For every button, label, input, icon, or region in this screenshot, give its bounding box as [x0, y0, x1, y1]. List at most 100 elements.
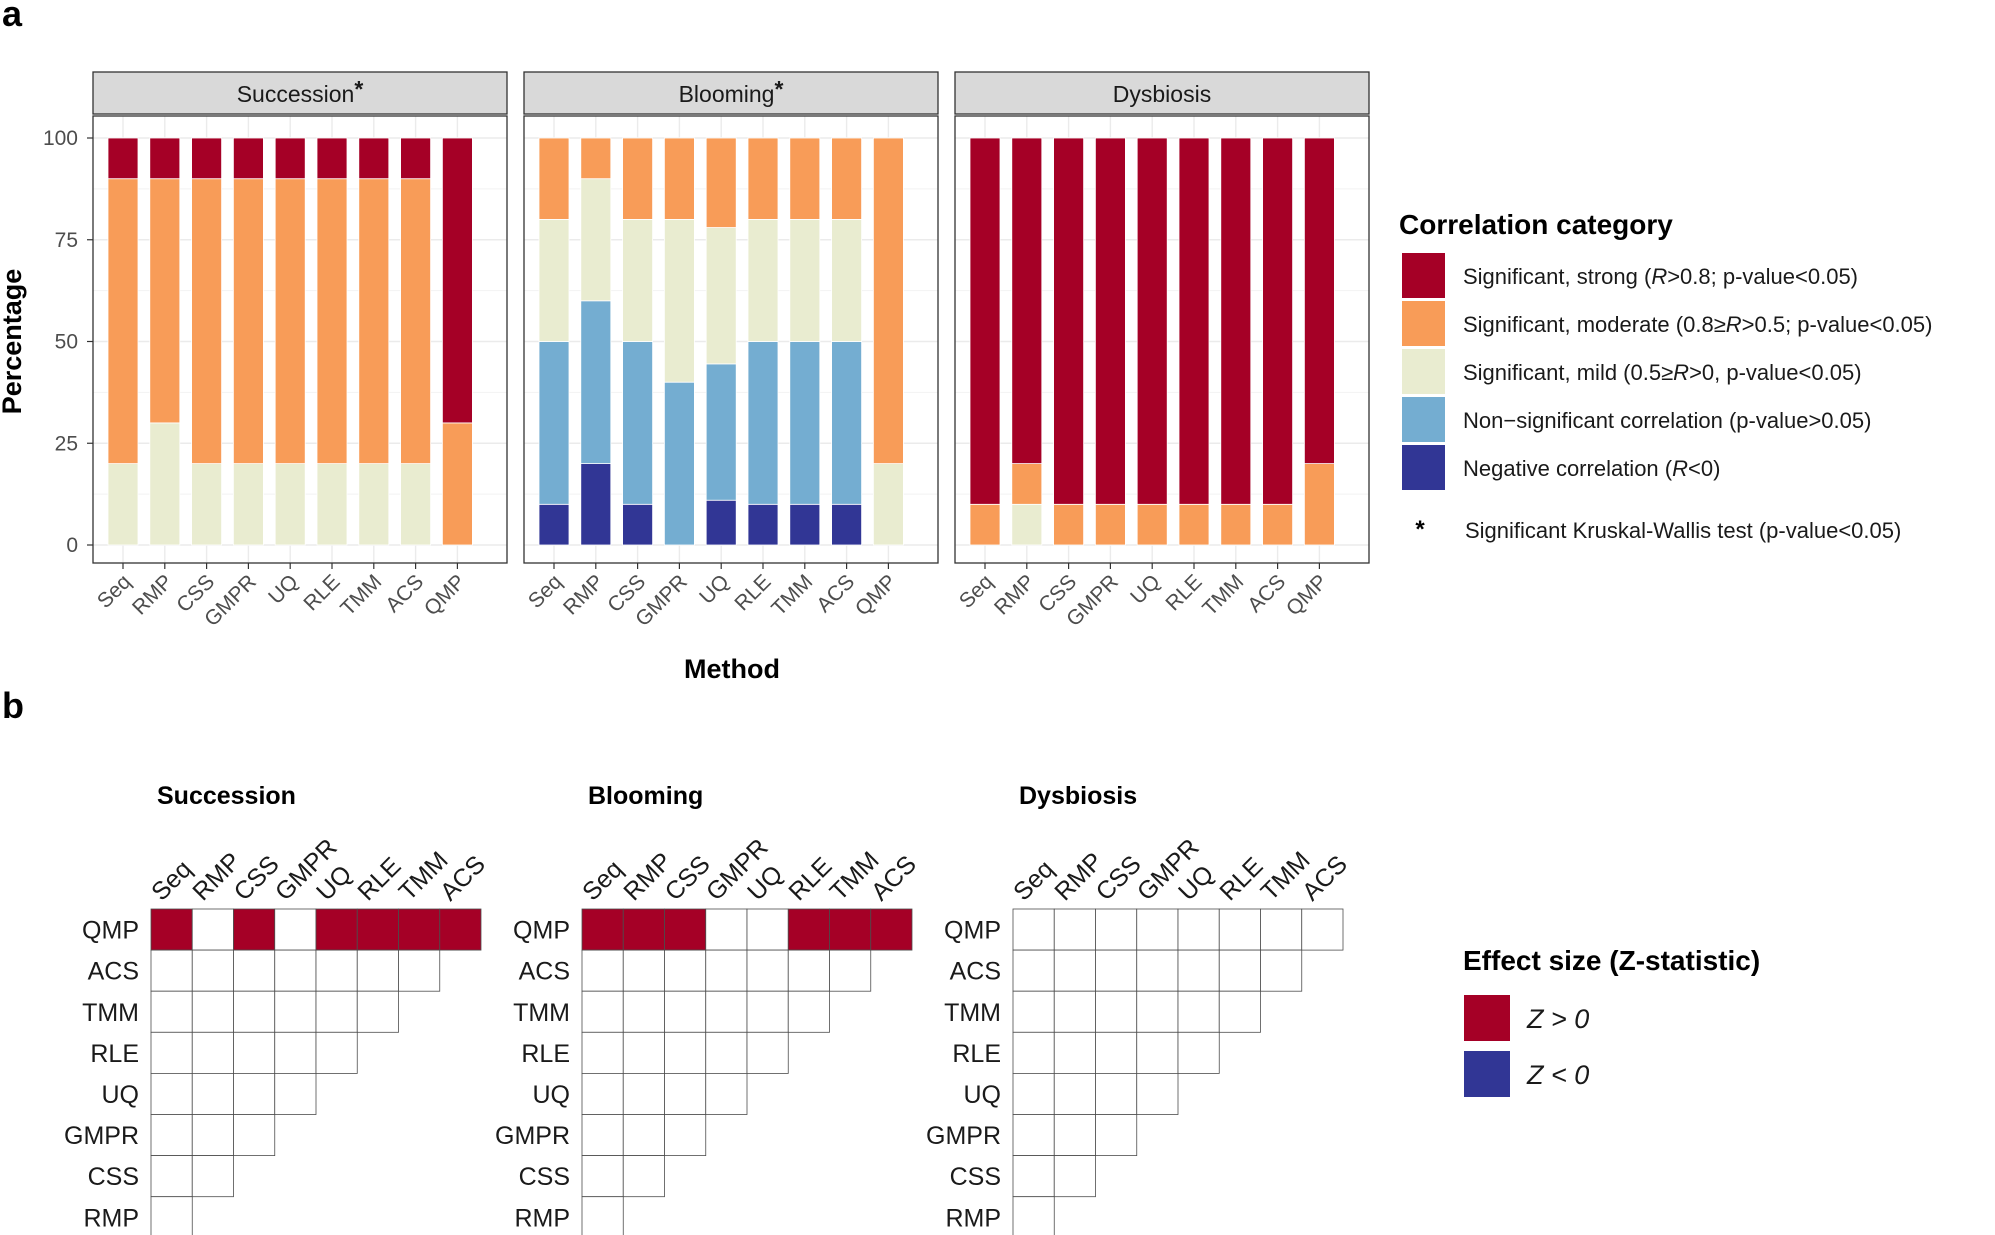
heatmap-cell — [1218, 908, 1261, 951]
bar-segment-moderate — [747, 137, 779, 220]
heatmap-cell — [1260, 908, 1303, 951]
x-tick-label: UQ — [264, 570, 303, 609]
bar-segment-mild — [232, 463, 264, 546]
heatmap-cell — [705, 1031, 748, 1074]
heatmap-cell — [664, 1031, 707, 1074]
bar-segment-strong — [107, 137, 139, 180]
heatmap-row-label: QMP — [513, 917, 570, 945]
bar-segment-strong — [274, 137, 306, 180]
bar-segment-nonsig — [622, 341, 653, 505]
x-tick-label: RLE — [299, 570, 344, 615]
heatmap-cell — [829, 908, 872, 951]
heatmap-cell — [581, 1155, 624, 1198]
heatmap-row-label: ACS — [519, 958, 570, 986]
panel-a-label: a — [2, 0, 23, 34]
bar-segment-moderate — [316, 178, 348, 464]
legend-swatch-mild — [1402, 349, 1445, 394]
heatmap-row-label: UQ — [533, 1081, 571, 1109]
heatmap-cell — [622, 949, 665, 992]
heatmap-cell — [746, 1031, 789, 1074]
bar-segment-mild — [789, 218, 821, 342]
heatmap-cell — [1012, 990, 1055, 1033]
heatmap-row-label: CSS — [519, 1163, 570, 1191]
bar-segment-moderate — [831, 137, 862, 220]
bar-legend: Correlation category Significant, strong … — [1399, 209, 1932, 543]
heatmap-cell — [622, 1031, 665, 1074]
heatmap-cell — [191, 1114, 234, 1156]
bar-segment-moderate — [1262, 503, 1293, 546]
heatmap-row-label: RLE — [90, 1040, 139, 1068]
heatmap-row-label: QMP — [82, 917, 139, 945]
heatmap-cell — [191, 1073, 234, 1115]
heatmap-row-label: UQ — [964, 1081, 1002, 1109]
y-axis-title: Percentage — [0, 269, 27, 415]
heatmap-cell — [233, 1031, 276, 1074]
heatmap-row-label: ACS — [950, 958, 1001, 986]
heatmap-cell — [581, 1114, 624, 1156]
heatmap-cell — [1012, 1031, 1055, 1074]
heatmap-column-label: RLE — [352, 852, 406, 906]
y-tick-label: 25 — [55, 432, 78, 455]
heatmap-cell — [787, 908, 830, 951]
heatmap-cell — [746, 949, 789, 992]
x-tick-label: ACS — [381, 570, 428, 617]
heatmap-cell — [705, 949, 748, 992]
bar-segment-mild — [622, 218, 653, 342]
bar-segment-nonsig — [831, 341, 862, 505]
heatmap-cell — [705, 1073, 748, 1115]
heatmap-cell — [150, 990, 193, 1033]
bar-segment-moderate — [191, 178, 223, 464]
heatmap-row-label: RMP — [514, 1204, 570, 1232]
heatmap-legend-swatch-neg — [1464, 1051, 1510, 1097]
bar-segment-moderate — [441, 422, 473, 546]
panel-b-label: b — [2, 685, 24, 726]
heatmap-column-label: Seq — [577, 855, 628, 906]
heatmap-cell — [274, 949, 317, 992]
heatmap-cell — [1095, 949, 1138, 992]
bar-segment-moderate — [969, 503, 1001, 546]
heatmap-cell — [274, 1073, 317, 1115]
bar-segment-nonsig — [538, 341, 570, 505]
heatmap-row-label: RLE — [952, 1040, 1001, 1068]
bar-segment-mild — [705, 227, 737, 365]
facet-strip-label: Succession* — [237, 76, 364, 107]
heatmap-cell — [1177, 1031, 1220, 1074]
bar-segment-moderate — [1011, 463, 1043, 505]
bar-segment-strong — [400, 137, 432, 180]
x-tick-label: Seq — [524, 570, 567, 613]
heatmap-cell — [233, 908, 276, 951]
heatmap-cell — [274, 990, 317, 1033]
x-tick-label: UQ — [695, 570, 734, 609]
heatmap-cell — [315, 1031, 358, 1074]
heatmap-column-label: Seq — [146, 855, 197, 906]
heatmap-cell — [315, 990, 358, 1033]
heatmap-cell — [150, 1155, 193, 1198]
heatmap-cell — [1053, 1155, 1096, 1198]
heatmap-cell — [356, 949, 399, 992]
x-tick-label: ACS — [1243, 570, 1290, 617]
bar-segment-strong — [232, 137, 264, 180]
heatmap-cell — [664, 1073, 707, 1115]
heatmap-cell — [664, 949, 707, 992]
heatmap-title: Dysbiosis — [1019, 782, 1137, 810]
heatmap-row-label: RMP — [83, 1204, 139, 1232]
x-tick-label: QMP — [420, 570, 470, 620]
legend-label-mild: Significant, mild (0.5≥R>0, p-value<0.05… — [1463, 360, 1862, 385]
bar-segment-moderate — [1304, 463, 1335, 546]
facet-strip-label: Blooming* — [679, 76, 784, 107]
bar-segment-strong — [1304, 137, 1335, 465]
heatmap-dysbiosis: DysbiosisSeqRMPCSSGMPRUQRLETMMACSQMPACST… — [926, 782, 1353, 1235]
heatmap-cell — [1095, 990, 1138, 1033]
heatmap-cell — [274, 908, 317, 951]
heatmap-cell — [150, 1073, 193, 1115]
x-tick-label: RMP — [128, 570, 177, 619]
heatmap-cell — [1053, 949, 1096, 992]
heatmap-cell — [150, 908, 193, 951]
heatmap-legend-swatch-pos — [1464, 995, 1510, 1041]
bar-segment-moderate — [873, 137, 904, 465]
heatmap-row-label: TMM — [944, 999, 1001, 1027]
bar-segment-mild — [664, 218, 695, 383]
bar-segment-nonsig — [705, 363, 737, 501]
heatmap-cell — [191, 949, 234, 992]
heatmap-cell — [1177, 908, 1220, 951]
